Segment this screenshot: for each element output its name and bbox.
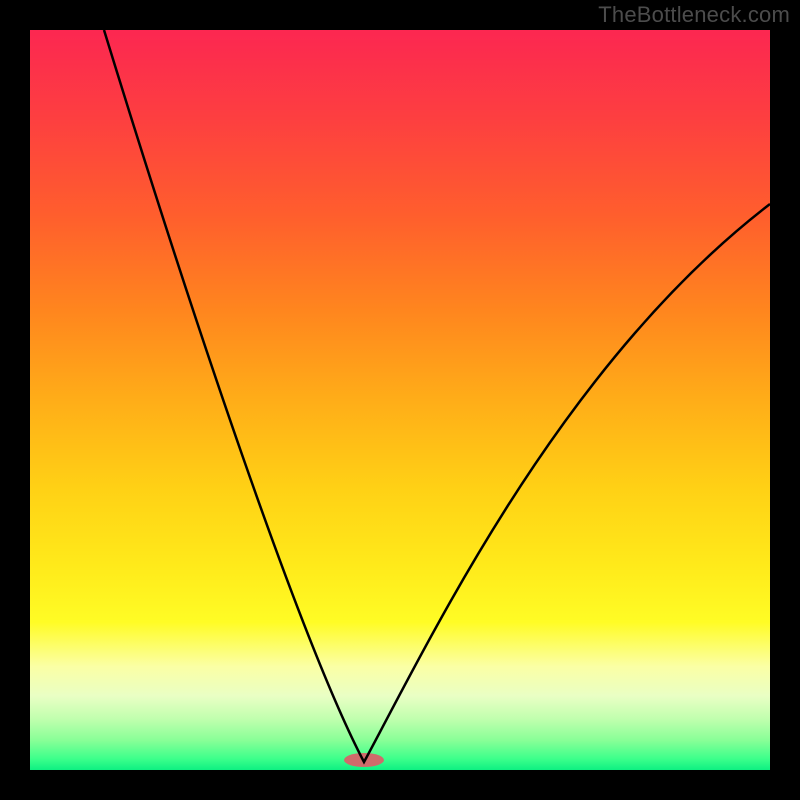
plot-background xyxy=(30,30,770,770)
watermark-text: TheBottleneck.com xyxy=(598,2,790,28)
bottleneck-chart xyxy=(0,0,800,800)
